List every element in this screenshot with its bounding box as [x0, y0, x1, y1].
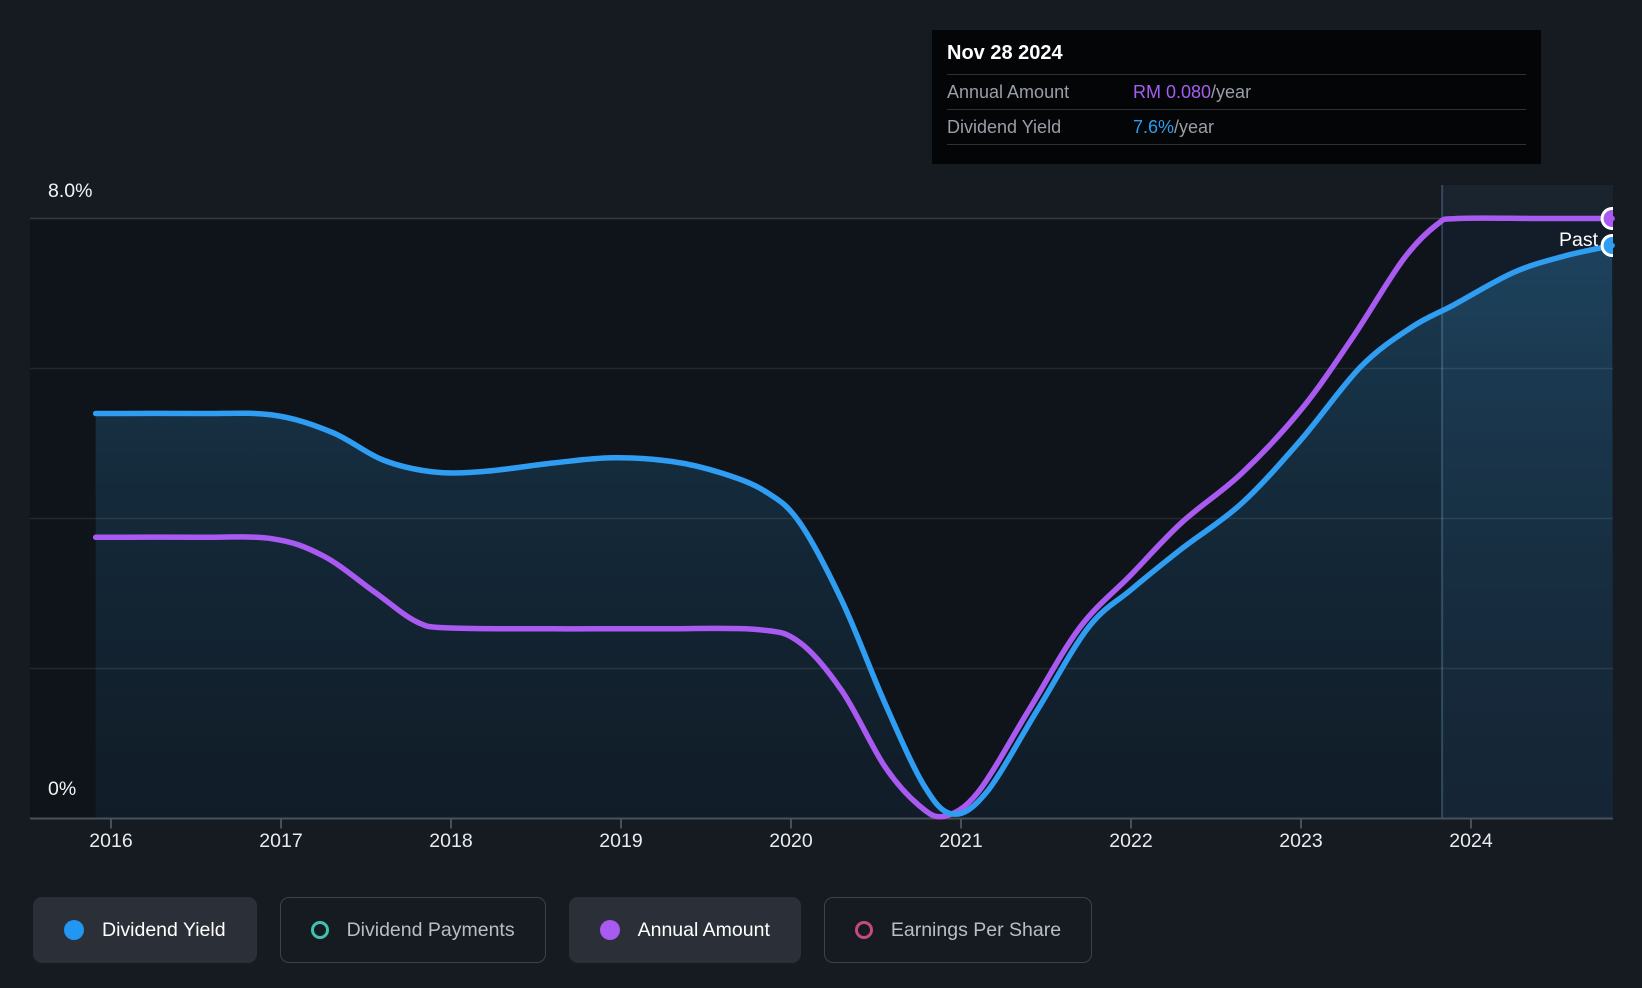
annual-amount-dot-icon: [599, 920, 620, 940]
y-axis-label-top: 8.0%: [48, 180, 93, 202]
x-axis-year-label: 2024: [1449, 830, 1493, 852]
x-axis-year-label: 2020: [769, 830, 813, 852]
tooltip-label: Annual Amount: [947, 81, 1070, 102]
x-axis-year-label: 2018: [429, 830, 472, 852]
legend-button-dividend-yield[interactable]: Dividend Yield: [33, 897, 257, 963]
tooltip-date: Nov 28 2024: [947, 30, 1526, 75]
tooltip-label: Dividend Yield: [947, 116, 1062, 137]
dividend-yield-area: [95, 245, 1614, 819]
legend-label: Annual Amount: [637, 918, 770, 941]
legend: Dividend Yield Dividend Payments Annual …: [33, 897, 1093, 963]
annual-amount-line: [92, 215, 1615, 820]
tooltip-value: 7.6%/year: [1133, 116, 1215, 137]
tooltip-value: RM 0.080/year: [1133, 81, 1252, 102]
past-region: [1442, 185, 1613, 819]
x-axis-year-label: 2023: [1279, 830, 1322, 852]
x-axis-year-label: 2017: [259, 830, 302, 852]
chart-tooltip: Nov 28 2024 Annual Amount RM 0.080/year …: [932, 30, 1541, 164]
annual-amount-endpoint-marker: [1600, 207, 1613, 230]
dividend-yield-dot-icon: [64, 920, 84, 940]
dividend-yield-endpoint-marker: [1600, 234, 1613, 257]
earnings-per-share-ring-icon: [854, 921, 873, 939]
x-axis-year-label: 2019: [599, 830, 642, 852]
legend-label: Dividend Yield: [102, 918, 226, 941]
dividend-yield-line: [92, 242, 1615, 817]
y-axis-label-bottom: 0%: [48, 778, 77, 800]
endpoint-markers: [1600, 207, 1613, 257]
tooltip-row-annual-amount: Annual Amount RM 0.080/year: [947, 75, 1526, 110]
tooltip-row-dividend-yield: Dividend Yield 7.6%/year: [947, 110, 1526, 145]
x-axis-year-label: 2022: [1109, 830, 1152, 852]
legend-button-earnings-per-share[interactable]: Earnings Per Share: [823, 897, 1093, 963]
x-axis-year-label: 2016: [89, 830, 132, 852]
legend-button-annual-amount[interactable]: Annual Amount: [568, 897, 801, 963]
dividend-payments-ring-icon: [310, 921, 329, 939]
x-axis-year-label: 2021: [939, 830, 982, 852]
legend-label: Earnings Per Share: [890, 918, 1062, 941]
past-label: Past: [1558, 229, 1598, 251]
legend-label: Dividend Payments: [346, 918, 515, 941]
legend-button-dividend-payments[interactable]: Dividend Payments: [279, 897, 546, 963]
